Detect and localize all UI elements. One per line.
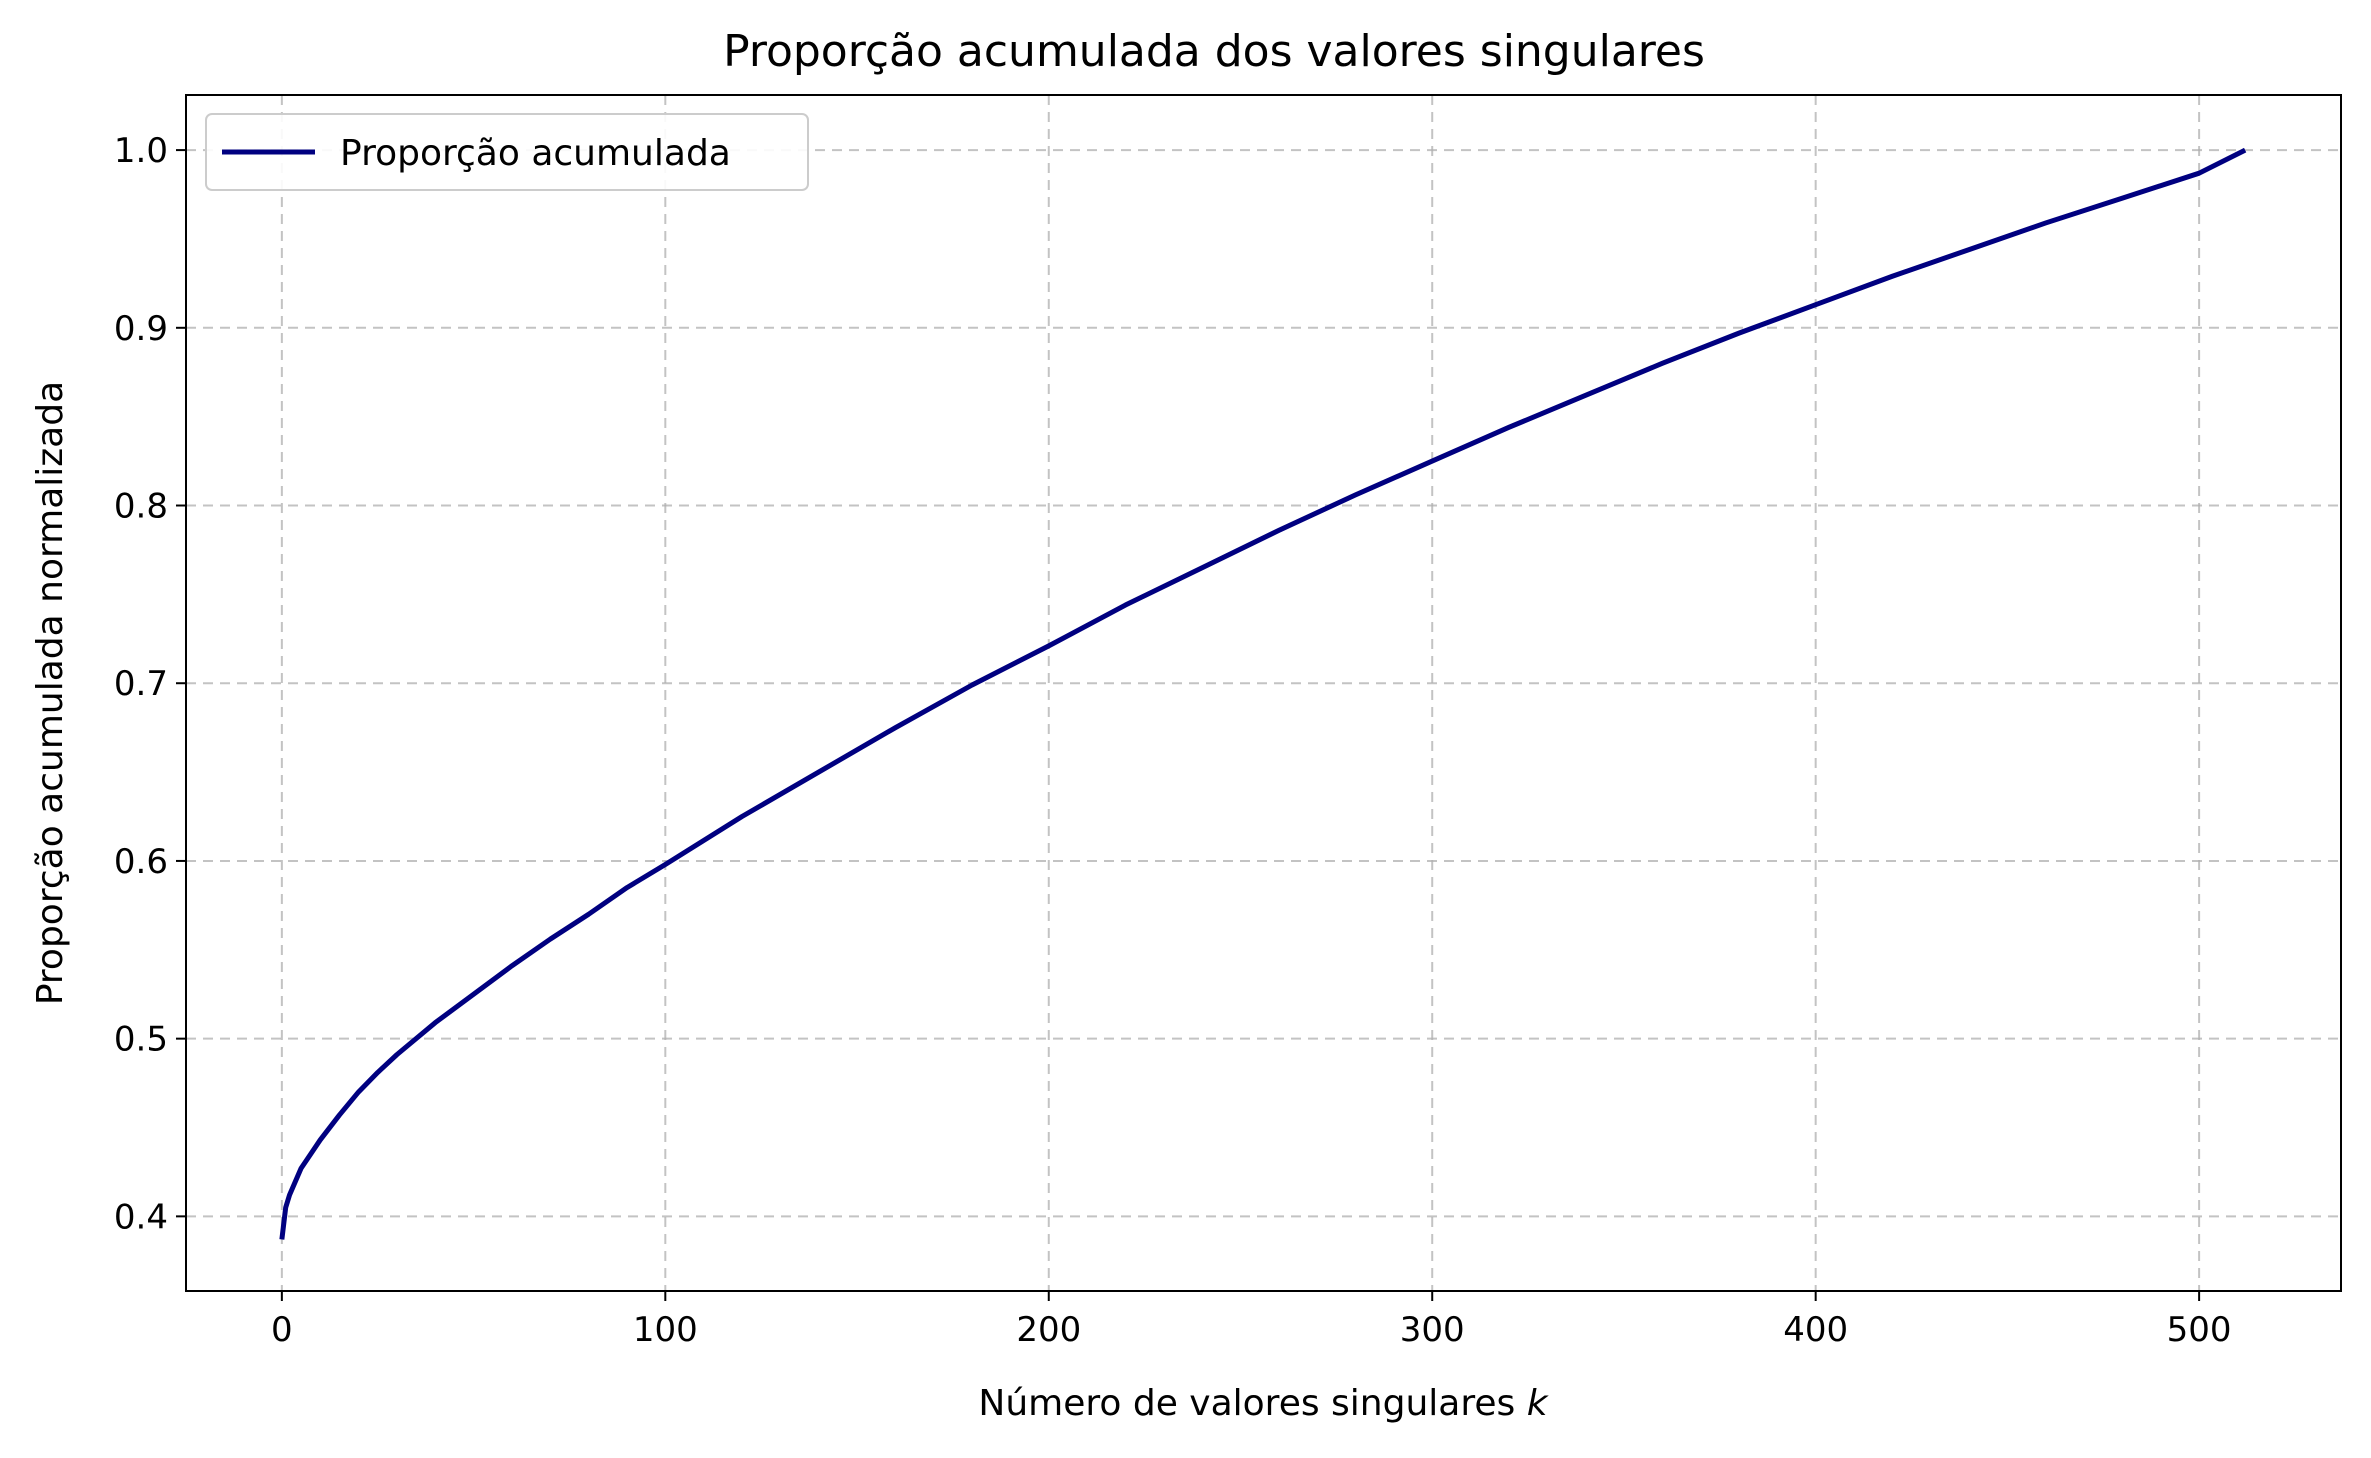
y-tick-label: 0.4 — [114, 1197, 168, 1237]
x-tick-label: 0 — [271, 1310, 293, 1350]
x-tick-label: 100 — [633, 1310, 698, 1350]
y-axis-label: Proporção acumulada normalizada — [30, 381, 71, 1005]
legend-box — [205, 113, 809, 191]
series-layer — [279, 147, 2247, 1240]
x-axis: 0 100 200 300 400 500 — [271, 1291, 2232, 1350]
y-tick-label: 0.6 — [114, 842, 168, 882]
x-tick-label: 200 — [1016, 1310, 1081, 1350]
legend-entry-label: Proporção acumulada — [340, 133, 731, 174]
x-tick-label: 400 — [1783, 1310, 1848, 1350]
y-tick-label: 0.7 — [114, 664, 168, 704]
y-axis: 0.4 0.5 0.6 0.7 0.8 0.9 1.0 — [114, 131, 186, 1237]
chart-title: Proporção acumulada dos valores singular… — [723, 26, 1705, 77]
plot-frame — [185, 94, 2342, 1292]
y-tick-label: 0.9 — [114, 309, 168, 349]
legend: Proporção acumulada — [205, 113, 809, 191]
x-tick-label: 500 — [2167, 1310, 2232, 1350]
y-tick-label: 1.0 — [114, 131, 168, 171]
x-tick-label: 300 — [1400, 1310, 1465, 1350]
y-tick-label: 0.5 — [114, 1020, 168, 1060]
series-line — [279, 147, 2247, 1240]
y-tick-label: 0.8 — [114, 487, 168, 527]
x-axis-label: Número de valores singulares k — [978, 1383, 1549, 1424]
